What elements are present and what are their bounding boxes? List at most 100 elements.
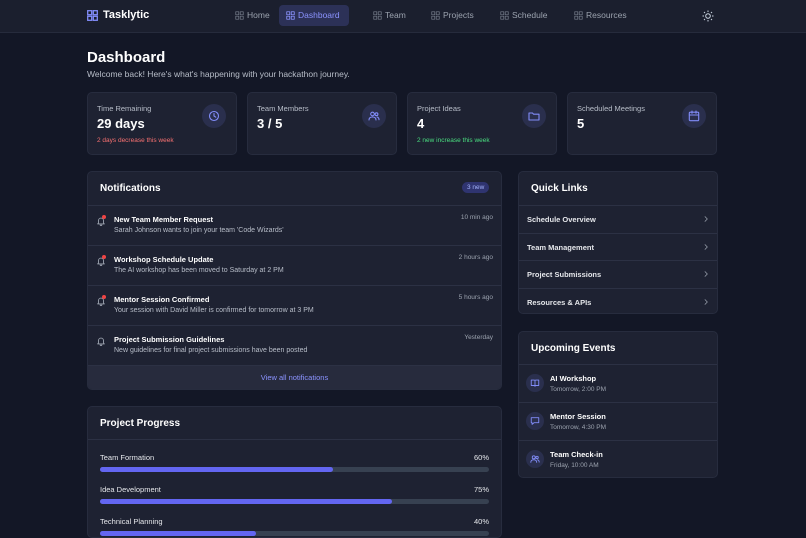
notifications-footer[interactable]: View all notifications	[88, 366, 501, 389]
card-header	[519, 172, 717, 206]
view-all-link: View all notifications	[260, 373, 329, 382]
card-title: Upcoming Events	[531, 343, 616, 354]
progress-value: 40%	[473, 517, 489, 526]
stat-icon-glyph	[368, 111, 380, 121]
notification-time: 10 min ago	[460, 214, 493, 221]
stat-icon-glyph	[688, 110, 700, 122]
progress-value: 60%	[473, 453, 489, 462]
nav-label: Team	[385, 10, 406, 20]
notification[interactable]: New Team Member Request Sarah Johnson wan…	[88, 206, 501, 246]
event-icon	[526, 450, 544, 468]
event[interactable]: Mentor Session Tomorrow, 4:30 PM	[519, 403, 717, 441]
nav-item[interactable]: Projects	[424, 5, 474, 26]
quick-links-card: Quick Links Schedule Overview Team Managem…	[518, 171, 718, 314]
chevron	[704, 243, 708, 250]
nav-icon	[373, 11, 382, 20]
nav-item[interactable]: Dashboard	[279, 5, 349, 26]
notification-time: 5 hours ago	[458, 294, 493, 301]
event-title: Mentor Session	[550, 412, 606, 421]
stat-label: Team Members	[257, 104, 309, 113]
quick-link[interactable]: Resources & APIs	[519, 289, 717, 314]
nav-item[interactable]: Resources	[567, 5, 627, 26]
quick-link-label: Resources & APIs	[527, 297, 592, 307]
card-header	[519, 332, 717, 365]
bell-icon	[97, 337, 105, 346]
stat-icon	[202, 104, 226, 128]
nav-item[interactable]: Home	[228, 5, 270, 26]
event[interactable]: AI Workshop Tomorrow, 2:00 PM	[519, 365, 717, 403]
notification-title: Workshop Schedule Update	[114, 255, 214, 264]
card-header	[88, 172, 501, 206]
stat-note: 2 new increase this week	[417, 137, 490, 144]
top-nav: Tasklytic Home Dashboard Team Projects Sched…	[0, 0, 806, 33]
nav-item[interactable]: Team	[366, 5, 406, 26]
chevron	[704, 216, 708, 222]
nav-icon	[235, 11, 244, 20]
stat-icon	[522, 104, 546, 128]
nav-label: Projects	[443, 10, 474, 20]
stat-icon-glyph	[528, 112, 540, 121]
stat-label: Scheduled Meetings	[577, 104, 645, 113]
stat-value: 29 days	[97, 116, 145, 131]
progress-track	[100, 499, 489, 504]
progress-track	[100, 467, 489, 472]
stat-card: Project Ideas 4 2 new increase this week	[407, 92, 557, 155]
quick-link-label: Team Management	[527, 242, 594, 252]
event-time: Tomorrow, 4:30 PM	[550, 424, 606, 431]
page-title: Dashboard	[87, 49, 166, 66]
progress-bar	[100, 467, 334, 472]
badge: 3 new	[462, 182, 490, 193]
progress-bar	[100, 531, 256, 536]
notification[interactable]: Project Submission Guidelines New guideli…	[88, 326, 501, 366]
page-subtitle: Welcome back! Here's what's happening wi…	[87, 69, 350, 79]
progress-bar	[100, 499, 392, 504]
notification-title: Project Submission Guidelines	[114, 335, 225, 344]
event-icon-glyph	[530, 417, 540, 425]
notification-title: Mentor Session Confirmed	[114, 295, 210, 304]
event[interactable]: Team Check-in Friday, 10:00 AM	[519, 441, 717, 477]
stat-note: 2 days decrease this week	[97, 137, 174, 144]
nav-icon	[431, 11, 440, 20]
event-icon	[526, 374, 544, 392]
unread-dot	[102, 295, 106, 299]
nav-label: Home	[247, 10, 270, 20]
nav-icon	[286, 11, 295, 20]
notification[interactable]: Mentor Session Confirmed Your session wit…	[88, 286, 501, 326]
nav-icon	[574, 11, 583, 20]
nav-icon	[500, 11, 509, 20]
unread-dot	[102, 215, 106, 219]
stat-icon	[682, 104, 706, 128]
nav-item[interactable]: Schedule	[493, 5, 547, 26]
progress-label: Team Formation	[100, 453, 155, 462]
stat-value: 3 / 5	[257, 116, 283, 131]
notification-time: Yesterday	[464, 334, 493, 341]
quick-link[interactable]: Schedule Overview	[519, 206, 717, 234]
quick-link[interactable]: Team Management	[519, 234, 717, 261]
progress-value: 75%	[473, 485, 489, 494]
stat-card: Time Remaining 29 days 2 days decrease thi…	[87, 92, 237, 155]
unread-dot	[102, 255, 106, 259]
chevron	[704, 271, 708, 277]
nav-label: Schedule	[512, 10, 548, 20]
event-time: Tomorrow, 2:00 PM	[550, 386, 606, 393]
notification-time: 2 hours ago	[458, 254, 493, 261]
stat-label: Time Remaining	[97, 104, 152, 113]
theme-toggle[interactable]	[702, 10, 714, 22]
stat-label: Project Ideas	[417, 104, 461, 113]
notification-text: Your session with David Miller is confir…	[114, 307, 314, 314]
stat-value: 5	[577, 116, 585, 131]
stat-icon	[362, 104, 386, 128]
stat-icon-glyph	[208, 110, 220, 122]
notification[interactable]: Workshop Schedule Update The AI workshop …	[88, 246, 501, 286]
quick-link-label: Project Submissions	[527, 270, 602, 279]
progress-card: Project Progress Team Formation 60% Idea De…	[87, 406, 502, 538]
progress-label: Idea Development	[100, 485, 161, 494]
card-title: Quick Links	[531, 183, 588, 194]
progress-label: Technical Planning	[100, 517, 163, 526]
event-title: AI Workshop	[550, 374, 597, 383]
quick-link-label: Schedule Overview	[527, 215, 596, 224]
event-icon	[526, 412, 544, 430]
nav-label: Dashboard	[298, 10, 340, 20]
quick-link[interactable]: Project Submissions	[519, 261, 717, 289]
event-title: Team Check-in	[550, 450, 603, 459]
